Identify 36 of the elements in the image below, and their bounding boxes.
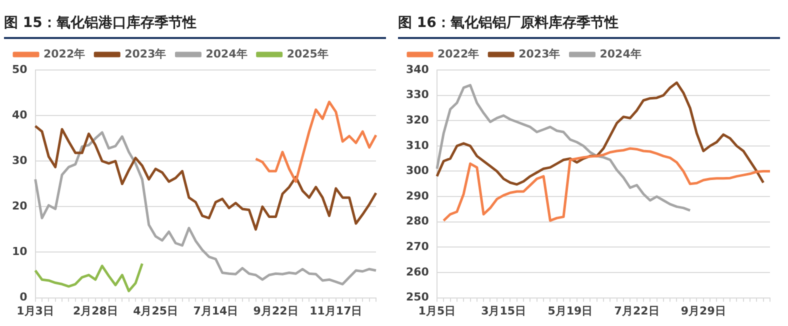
y-tick-label: 340 xyxy=(406,62,430,76)
y-tick-label: 20 xyxy=(12,200,28,213)
y-tick-label: 300 xyxy=(406,164,430,178)
y-tick-label: 310 xyxy=(406,138,430,152)
y-tick-label: 40 xyxy=(12,108,28,122)
legend-label: 2024年 xyxy=(600,47,642,60)
y-tick-label: 320 xyxy=(406,113,430,126)
x-tick-label: 7月14日 xyxy=(193,304,238,318)
y-tick-label: 270 xyxy=(406,240,430,254)
y-tick-label: 250 xyxy=(406,290,430,304)
y-tick-label: 290 xyxy=(406,189,430,202)
x-tick-label: 1月3日 xyxy=(16,304,54,318)
legend-label: 2022年 xyxy=(44,47,86,60)
x-tick-label: 9月29日 xyxy=(680,304,726,318)
legend-label: 2023年 xyxy=(124,47,166,60)
legend-label: 2025年 xyxy=(286,47,328,60)
x-tick-label: 9月22日 xyxy=(253,304,298,318)
x-tick-label: 7月22日 xyxy=(614,304,660,318)
y-tick-label: 280 xyxy=(406,214,430,228)
x-tick-label: 2月28日 xyxy=(72,304,118,318)
chart-title: 图 15：氧化铝港口库存季节性 xyxy=(4,10,386,39)
chart-title: 图 16：氧化铝铝厂原料库存季节性 xyxy=(398,10,780,39)
y-tick-label: 10 xyxy=(12,245,28,258)
legend-label: 2024年 xyxy=(206,47,248,60)
legend-label: 2022年 xyxy=(438,47,480,60)
legend-label: 2023年 xyxy=(518,47,560,60)
y-tick-label: 0 xyxy=(20,290,28,304)
y-tick-label: 30 xyxy=(12,154,28,167)
y-tick-label: 50 xyxy=(12,62,28,76)
x-tick-label: 3月15日 xyxy=(481,304,526,318)
x-tick-label: 1月5日 xyxy=(418,304,456,318)
x-tick-label: 4月25日 xyxy=(133,304,178,318)
y-tick-label: 330 xyxy=(406,88,430,102)
x-tick-label: 5月19日 xyxy=(548,304,593,318)
y-tick-label: 260 xyxy=(406,265,430,278)
x-tick-label: 11月17日 xyxy=(310,304,362,318)
